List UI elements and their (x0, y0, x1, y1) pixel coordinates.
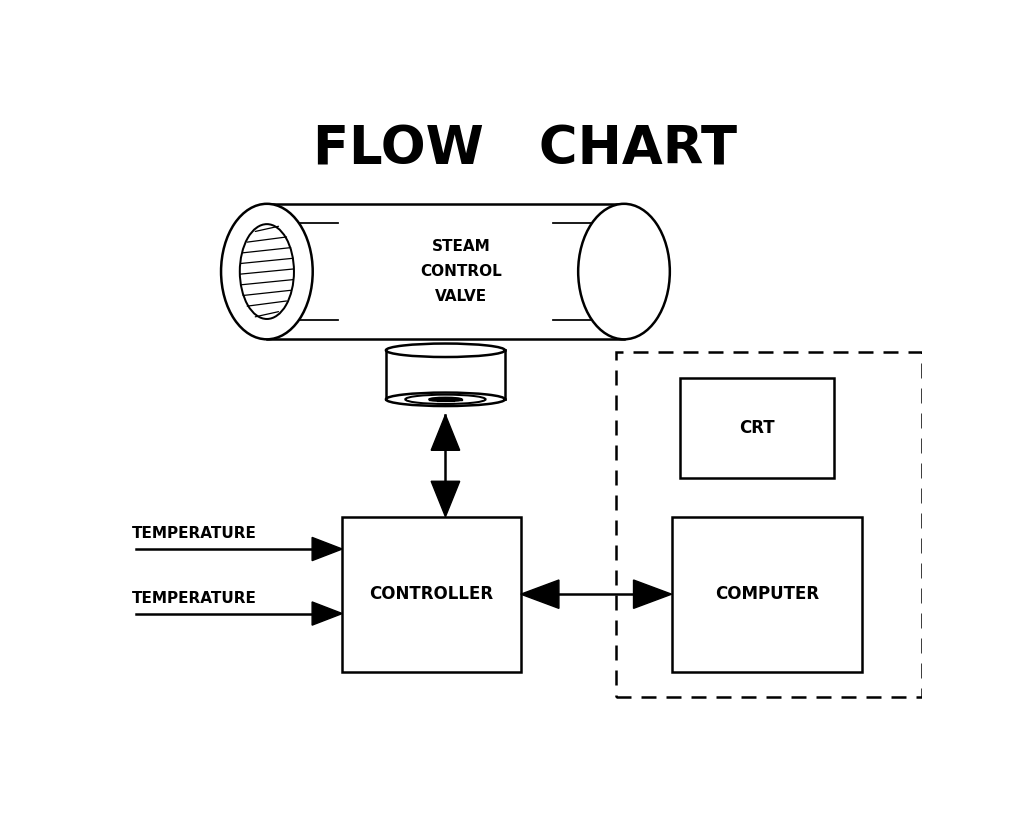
Text: FLOW   CHART: FLOW CHART (312, 123, 737, 175)
Polygon shape (521, 580, 559, 608)
Ellipse shape (386, 344, 505, 357)
Bar (672, 517, 862, 671)
Polygon shape (312, 602, 342, 625)
Ellipse shape (579, 204, 670, 339)
Polygon shape (312, 537, 342, 561)
Text: TEMPERATURE: TEMPERATURE (132, 591, 257, 606)
Polygon shape (431, 415, 460, 450)
Text: CONTROLLER: CONTROLLER (370, 585, 494, 603)
Ellipse shape (386, 392, 505, 406)
Ellipse shape (429, 397, 462, 401)
Text: TEMPERATURE: TEMPERATURE (132, 526, 257, 541)
Ellipse shape (240, 224, 294, 319)
Text: STEAM
CONTROL
VALVE: STEAM CONTROL VALVE (421, 240, 502, 303)
Polygon shape (267, 204, 624, 339)
Bar (680, 378, 835, 478)
Polygon shape (634, 580, 672, 608)
Polygon shape (386, 350, 505, 400)
Bar (342, 517, 521, 671)
Ellipse shape (221, 204, 312, 339)
Bar (616, 352, 922, 697)
Ellipse shape (406, 395, 485, 404)
Text: CRT: CRT (739, 419, 775, 437)
Polygon shape (431, 481, 460, 517)
Text: COMPUTER: COMPUTER (715, 585, 819, 603)
